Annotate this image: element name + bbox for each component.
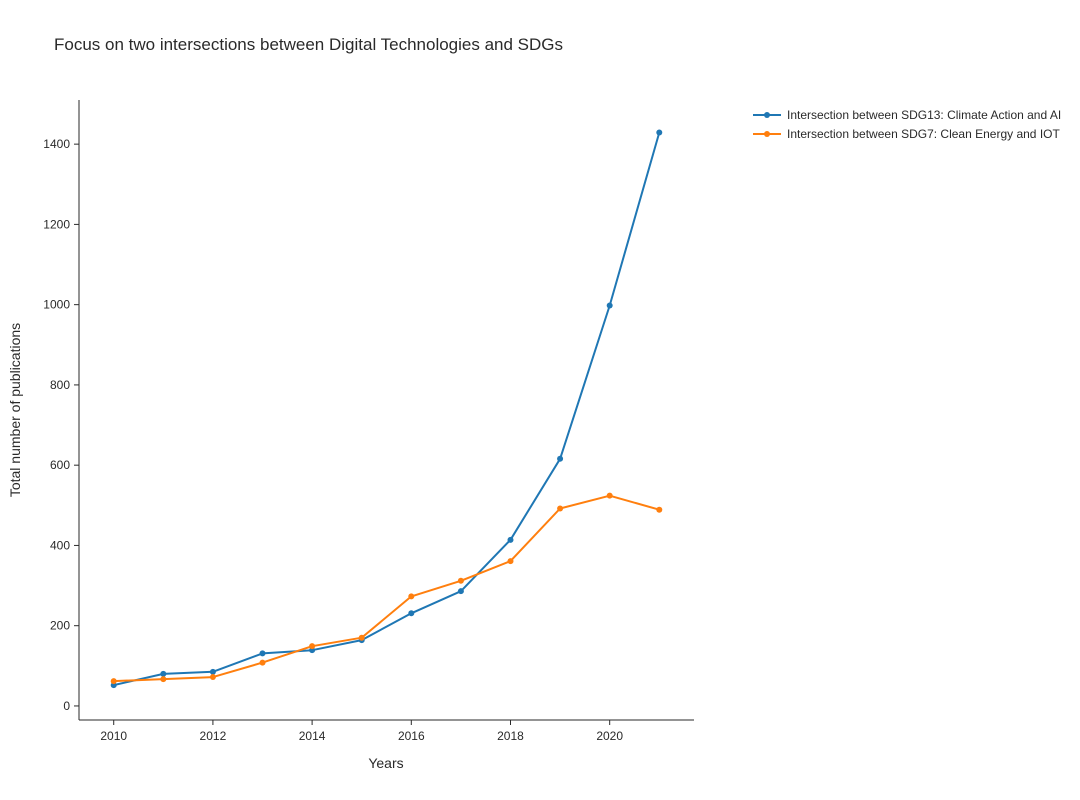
legend-label: Intersection between SDG13: Climate Acti…	[787, 108, 1061, 122]
series-1	[110, 129, 663, 689]
x-tick-label: 2010	[100, 729, 127, 743]
data-point	[408, 610, 415, 617]
legend[interactable]: Intersection between SDG13: Climate Acti…	[753, 108, 1061, 141]
x-axis-ticks: 2010 2012 2014 2016 2018 2020	[100, 720, 623, 743]
y-tick-label: 800	[50, 378, 70, 392]
legend-label: Intersection between SDG7: Clean Energy …	[787, 127, 1060, 141]
data-point	[408, 593, 415, 600]
y-axis-ticks: 0 200 400 600 800 1000 1200 1400	[43, 137, 79, 713]
series-line	[113, 494, 660, 683]
data-point	[606, 492, 613, 499]
data-point	[110, 678, 117, 685]
data-point	[209, 674, 216, 681]
legend-item[interactable]: Intersection between SDG13: Climate Acti…	[753, 108, 1061, 122]
series-layer	[110, 129, 663, 689]
legend-item[interactable]: Intersection between SDG7: Clean Energy …	[753, 127, 1060, 141]
data-point	[160, 676, 167, 683]
legend-swatch-marker	[764, 131, 770, 137]
data-point	[209, 668, 216, 675]
data-point	[358, 634, 365, 641]
data-point	[507, 558, 514, 565]
legend-swatch-marker	[764, 112, 770, 118]
y-tick-label: 600	[50, 458, 70, 472]
y-tick-label: 1200	[43, 217, 70, 231]
series-2	[110, 492, 663, 685]
x-axis-title: Years	[368, 755, 403, 771]
y-tick-label: 1000	[43, 298, 70, 312]
data-point	[656, 506, 663, 513]
x-tick-label: 2020	[596, 729, 623, 743]
data-point	[259, 650, 266, 657]
data-point	[557, 505, 564, 512]
chart-title: Focus on two intersections between Digit…	[54, 35, 563, 54]
data-point	[457, 588, 464, 595]
x-tick-label: 2014	[299, 729, 326, 743]
data-point	[160, 670, 167, 677]
data-point	[259, 659, 266, 666]
x-tick-label: 2018	[497, 729, 524, 743]
data-point	[606, 302, 613, 309]
y-tick-label: 0	[63, 699, 70, 713]
x-tick-label: 2012	[200, 729, 227, 743]
y-tick-label: 200	[50, 619, 70, 633]
y-tick-label: 1400	[43, 137, 70, 151]
data-point	[507, 536, 514, 543]
x-tick-label: 2016	[398, 729, 425, 743]
y-tick-label: 400	[50, 538, 70, 552]
y-axis-title: Total number of publications	[7, 323, 23, 497]
data-point	[457, 577, 464, 584]
data-point	[656, 129, 663, 136]
series-line	[113, 132, 661, 687]
data-point	[557, 455, 564, 462]
data-point	[309, 643, 316, 650]
